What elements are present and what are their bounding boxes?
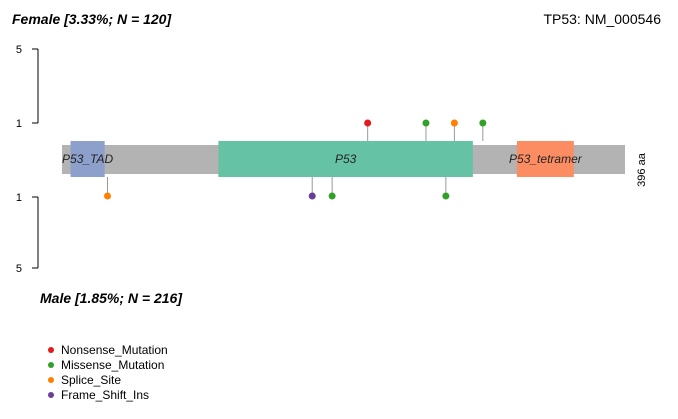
mutation-point	[450, 119, 458, 127]
domain-p53	[218, 141, 473, 177]
bottom-y-axis: 1 5	[16, 192, 39, 275]
legend-swatch	[48, 361, 54, 368]
bottom-y-tick-1: 1	[16, 192, 22, 204]
domain-label: P53	[335, 152, 357, 166]
mutation-point	[364, 119, 372, 127]
legend-label: Missense_Mutation	[61, 357, 165, 372]
legend-item: Frame_Shift_Ins	[48, 387, 168, 402]
mutation-point	[103, 192, 111, 200]
mutation-point	[308, 192, 316, 200]
legend-item: Nonsense_Mutation	[48, 342, 168, 357]
mutation-point	[442, 192, 450, 200]
protein-length-label: 396 aa	[636, 152, 648, 187]
mutation-point	[422, 119, 430, 127]
legend-label: Splice_Site	[61, 372, 122, 387]
legend-swatch	[48, 376, 54, 383]
mutation-point	[328, 192, 336, 200]
gene-title: TP53: NM_000546	[543, 11, 661, 27]
male-panel-label: Male [1.85%; N = 216]	[40, 290, 183, 306]
mutation-lollipops	[103, 119, 487, 200]
top-y-tick-1: 1	[16, 118, 22, 130]
legend-swatch	[48, 346, 54, 353]
protein-domains: P53_TAD P53 P53_tetramer	[62, 141, 583, 177]
top-y-axis: 5 1	[16, 44, 39, 130]
legend-item: Splice_Site	[48, 372, 168, 387]
legend-label: Nonsense_Mutation	[61, 342, 168, 357]
mutation-point	[479, 119, 487, 127]
bottom-y-tick-5: 5	[16, 263, 22, 275]
legend-swatch	[48, 391, 54, 398]
domain-label: P53_tetramer	[509, 152, 583, 166]
mutation-legend: Nonsense_Mutation Missense_Mutation Splice…	[48, 342, 168, 402]
female-panel-label: Female [3.33%; N = 120]	[12, 11, 172, 27]
domain-p53-tetramer	[516, 141, 574, 177]
domain-label: P53_TAD	[62, 152, 113, 166]
top-y-tick-5: 5	[16, 44, 22, 56]
legend-label: Frame_Shift_Ins	[61, 387, 150, 402]
domain-p53-tad	[70, 141, 105, 177]
legend-item: Missense_Mutation	[48, 357, 168, 372]
